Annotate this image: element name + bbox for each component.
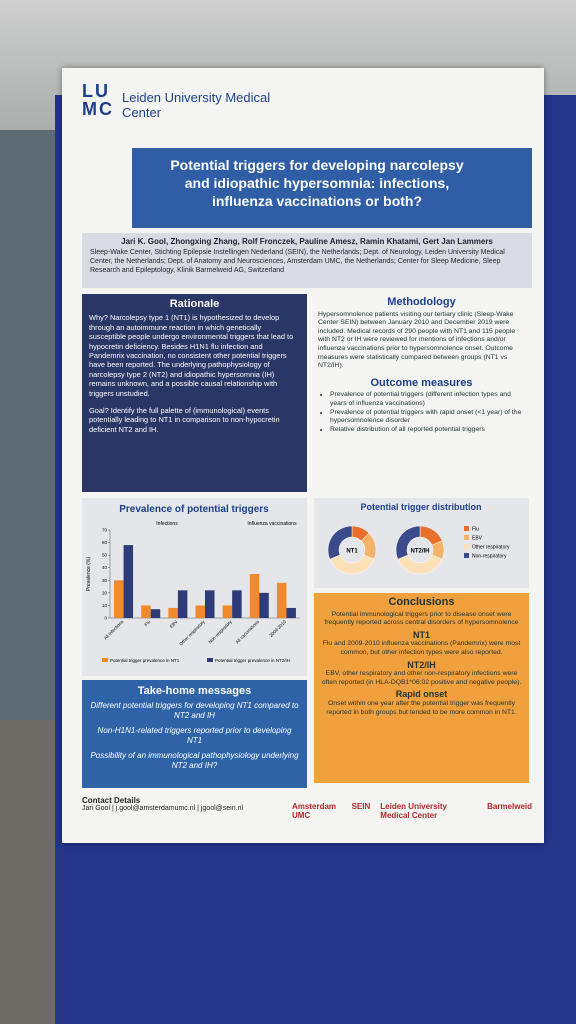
- partners: Amsterdam UMC SEIN Leiden University Medic…: [292, 802, 532, 820]
- message: Different potential triggers for develop…: [90, 701, 299, 720]
- slice: [395, 525, 421, 560]
- text: Why? Narcolepsy type 1 (NT1) is hypothes…: [89, 313, 294, 398]
- text: EBV, other respiratory and other non-res…: [321, 670, 522, 686]
- contact-heading: Contact Details: [82, 796, 141, 805]
- y-tick-label: 60: [102, 540, 108, 545]
- legend-label: Other respiratory: [472, 545, 510, 551]
- x-tick-label: Non-respiratory: [207, 619, 233, 645]
- group-label: Influenza vaccinations: [247, 521, 297, 527]
- y-tick-label: 10: [102, 603, 108, 608]
- authors: Jari K. Gool, Zhongxing Zhang, Rolf Fron…: [121, 237, 493, 246]
- slice: [327, 525, 353, 560]
- slice: [329, 554, 375, 575]
- footer: Contact Details Jari Gool | j.gool@amste…: [82, 796, 532, 836]
- text: Onset within one year after the potentia…: [326, 699, 517, 716]
- legend-swatch: [102, 658, 108, 662]
- heading: Outcome measures: [370, 376, 473, 389]
- y-tick-label: 30: [102, 578, 108, 583]
- legend-swatch: [464, 553, 469, 558]
- y-axis-label: Prevalence (%): [86, 557, 92, 592]
- bar: [195, 605, 205, 618]
- bar: [222, 605, 233, 618]
- heading: Methodology: [387, 296, 456, 308]
- floor: [0, 720, 60, 1024]
- bar: [114, 580, 124, 618]
- x-tick-label: All infections: [103, 619, 125, 641]
- y-tick-label: 70: [102, 528, 108, 533]
- bar: [141, 605, 151, 618]
- bar: [276, 582, 287, 618]
- text: Flu and 2009-2010 influenza vaccinations…: [322, 640, 521, 656]
- title: Potential triggers for developing narcol…: [132, 148, 532, 228]
- list-item: Prevalence of potential triggers with ra…: [330, 409, 525, 426]
- x-tick-label: All vaccinations: [235, 619, 261, 645]
- legend-swatch: [207, 658, 213, 662]
- bar: [259, 592, 269, 618]
- message: Non-H1N1-related triggers reported prior…: [97, 726, 292, 745]
- text: Hypersomnolence patients visiting our te…: [318, 310, 516, 370]
- x-tick-label: 2009-2010: [268, 619, 287, 638]
- bar: [286, 607, 296, 618]
- legend-label: EBV: [472, 536, 483, 542]
- legend-label: Non-respiratory: [472, 554, 507, 560]
- x-tick-label: Flu: [143, 619, 151, 627]
- y-tick-label: 0: [104, 616, 107, 621]
- poster: LU MC Leiden University Medical Center P…: [62, 68, 544, 843]
- conclusions: Conclusions Potential immunological trig…: [314, 593, 529, 783]
- heading: NT2/IH: [407, 659, 436, 670]
- bar: [177, 590, 188, 618]
- x-tick-label: Other respiratory: [178, 619, 206, 647]
- y-tick-label: 40: [102, 565, 108, 570]
- text: Goal? Identify the full palette of (immu…: [89, 406, 280, 434]
- heading: Conclusions: [388, 596, 455, 608]
- legend-swatch: [464, 544, 469, 549]
- authors-block: Jari K. Gool, Zhongxing Zhang, Rolf Fron…: [82, 233, 532, 288]
- heading: Rationale: [169, 298, 220, 310]
- bar: [123, 545, 134, 618]
- list-item: Prevalence of potential triggers (differ…: [330, 391, 525, 408]
- legend-swatch: [464, 535, 469, 540]
- pie-label: NT1: [346, 549, 358, 555]
- list-item: Relative distribution of all reported po…: [330, 426, 525, 435]
- slice: [397, 554, 443, 575]
- bar-chart: Prevalence of potential triggers Prevalen…: [82, 498, 307, 676]
- institution: Leiden University Medical Center: [122, 90, 271, 120]
- legend-swatch: [464, 526, 469, 531]
- rationale: Rationale Why? Narcolepsy type 1 (NT1) i…: [82, 294, 307, 492]
- bar: [232, 590, 242, 618]
- bar: [168, 607, 178, 618]
- partner: Barmelweid: [487, 802, 532, 811]
- heading: Rapid onset: [395, 689, 448, 700]
- take-home: Take-home messages Different potential t…: [82, 680, 307, 788]
- x-tick-label: EBV: [169, 619, 179, 629]
- logo: LU MC: [82, 81, 114, 119]
- legend-label: Flu: [472, 527, 479, 533]
- chart-title: Potential trigger distribution: [361, 502, 482, 512]
- legend-label: Potential trigger prevalence in NT1: [110, 658, 180, 663]
- partner: SEIN: [351, 802, 371, 811]
- affiliations: Sleep-Wake Center, Stichting Epilepsie I…: [90, 249, 505, 274]
- group-label: Infections: [156, 521, 178, 527]
- partner: Leiden University Medical Center: [380, 802, 447, 820]
- message: Possibility of an immunological pathophy…: [90, 751, 299, 770]
- partner: Amsterdam UMC: [292, 802, 337, 820]
- pie-chart: Potential trigger distribution NT1 NT2/IH F…: [314, 498, 529, 588]
- list: Prevalence of potential triggers (differ…: [318, 391, 525, 434]
- contact: Jari Gool | j.gool@amsterdamumc.nl | jgo…: [82, 805, 244, 812]
- bar: [205, 590, 215, 618]
- heading: NT1: [412, 629, 430, 640]
- text: Potential immunological triggers prior t…: [324, 610, 519, 627]
- y-tick-label: 50: [102, 553, 108, 558]
- pie-label: NT2/IH: [410, 549, 429, 555]
- heading: Take-home messages: [137, 685, 252, 697]
- bar: [150, 609, 161, 618]
- bar: [249, 574, 260, 618]
- legend-label: Potential trigger prevalence in NT2/IH: [215, 658, 290, 663]
- methodology: Methodology Hypersomnolence patients vis…: [314, 294, 529, 492]
- chart-title: Prevalence of potential triggers: [119, 504, 269, 515]
- y-tick-label: 20: [102, 590, 108, 595]
